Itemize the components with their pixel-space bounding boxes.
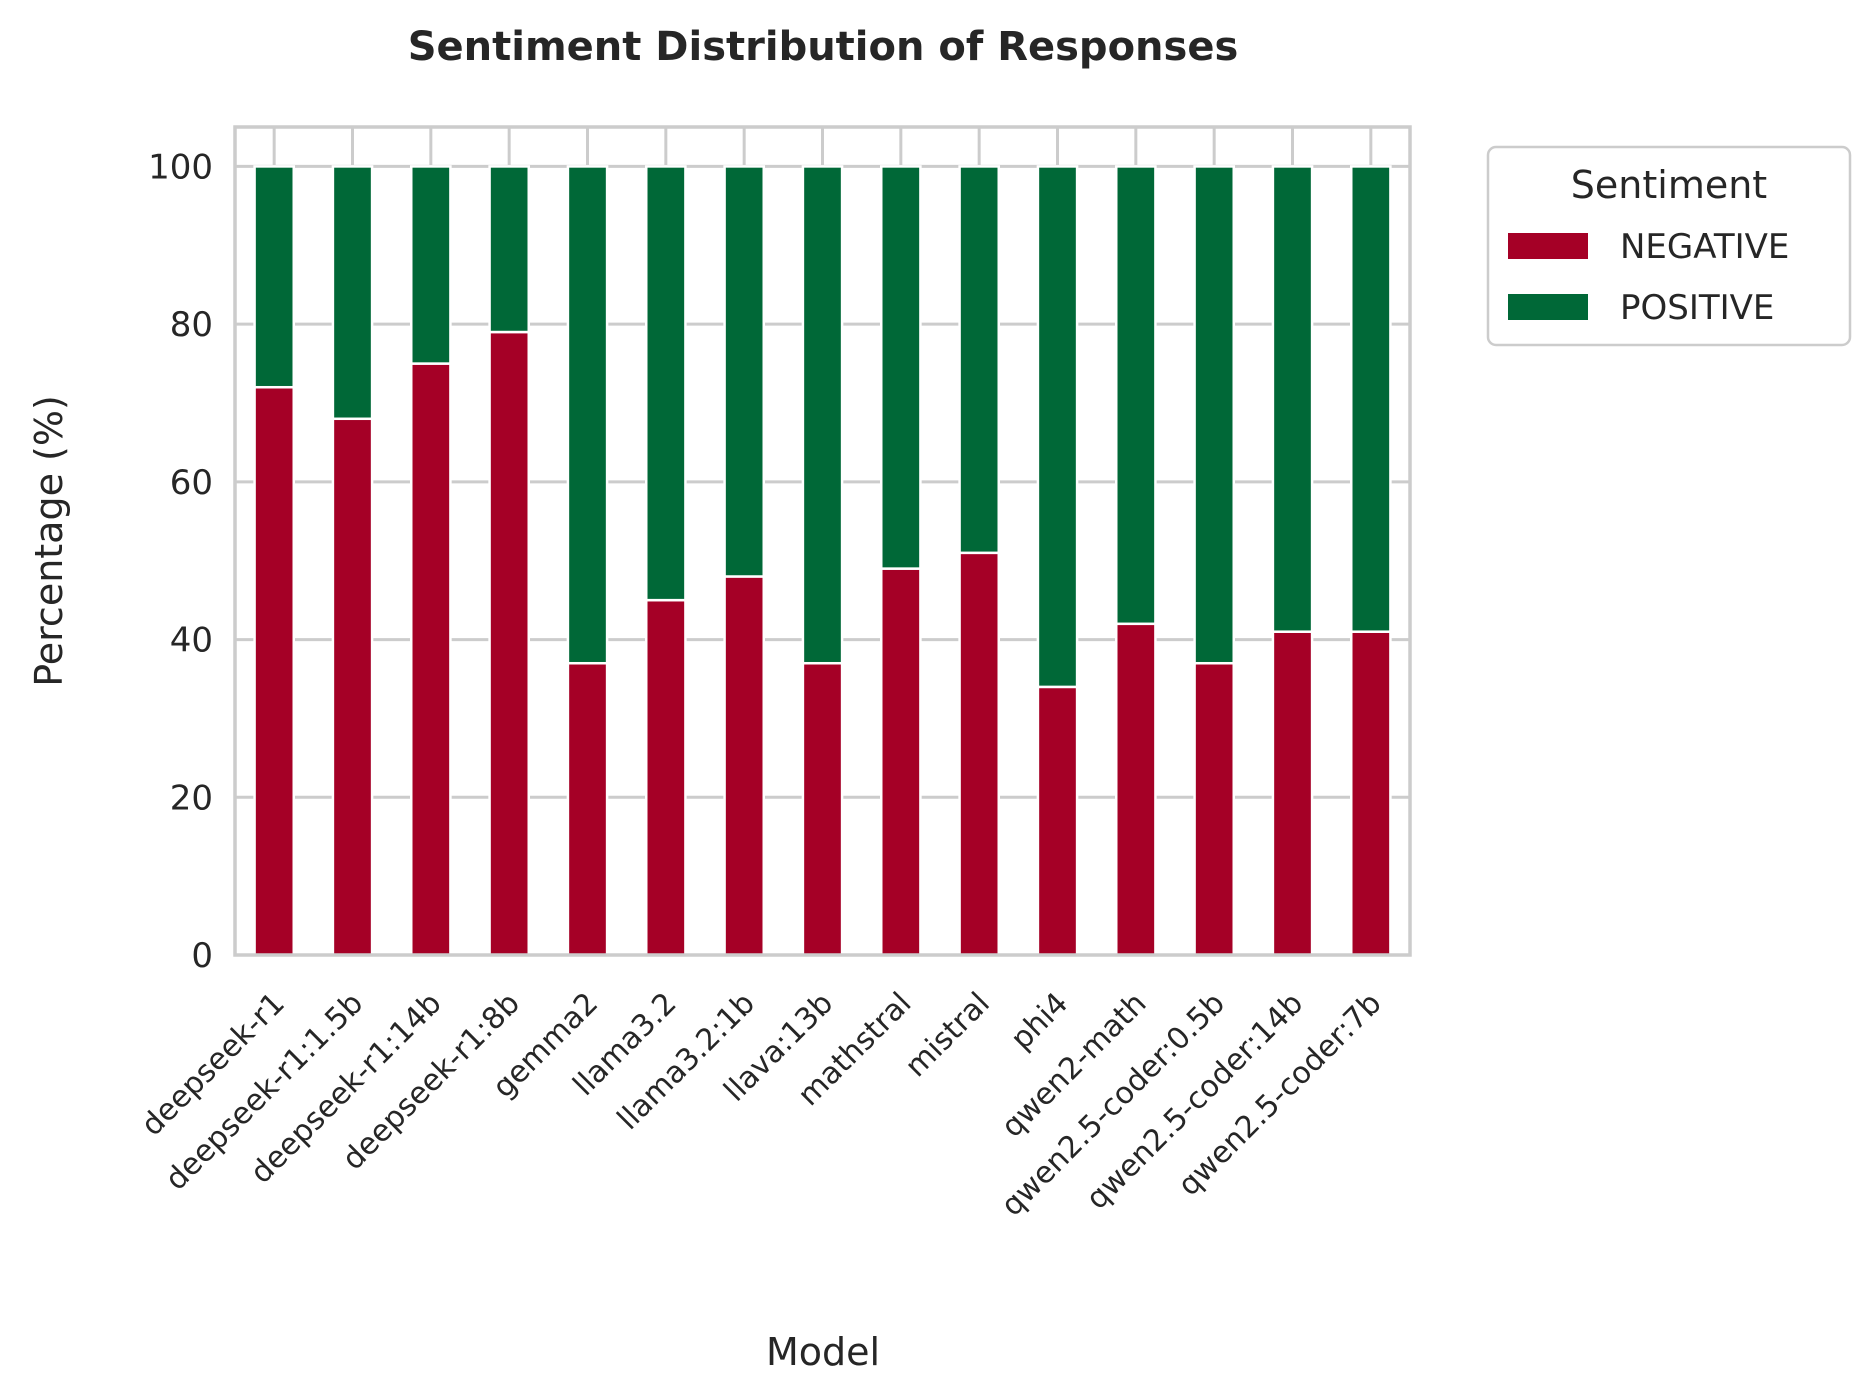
y-tick-label: 20	[170, 778, 213, 818]
bar-stacks	[253, 165, 1392, 957]
bar-negative-deepseek-r1-1-5b	[331, 417, 374, 957]
bar-negative-llava-13b	[801, 661, 844, 957]
bar-positive-qwen2-5-coder-0-5b	[1193, 165, 1236, 665]
bar-negative-llama3-2	[645, 598, 687, 957]
bar-negative-deepseek-r1-14b	[410, 362, 452, 957]
bar-negative-qwen2-math	[1115, 622, 1157, 957]
legend-swatch-negative	[1508, 233, 1588, 259]
bar-positive-phi4	[1036, 165, 1079, 689]
y-tick-label: 100	[148, 147, 213, 187]
bar-negative-mistral	[958, 551, 1000, 957]
bar-positive-mathstral	[880, 165, 922, 570]
y-tick-label: 60	[170, 463, 213, 503]
bar-positive-qwen2-5-coder-14b	[1271, 165, 1314, 633]
bar-negative-qwen2-5-coder-7b	[1350, 630, 1392, 957]
legend: Sentiment NEGATIVE POSITIVE	[1486, 145, 1852, 347]
bar-positive-qwen2-5-coder-7b	[1350, 165, 1392, 633]
y-axis-ticks: 0 20 40 60 80 100	[148, 147, 213, 976]
bar-positive-llama3-2	[645, 165, 687, 602]
bar-positive-deepseek-r1-1-5b	[331, 165, 374, 421]
legend-label-positive: POSITIVE	[1620, 288, 1774, 328]
bar-negative-deepseek-r1-8b	[488, 330, 531, 957]
y-axis-label: Percentage (%)	[27, 395, 71, 687]
chart-title: Sentiment Distribution of Responses	[408, 24, 1239, 70]
legend-label-negative: NEGATIVE	[1620, 227, 1789, 267]
bar-positive-llava-13b	[801, 165, 844, 665]
bar-positive-deepseek-r1	[253, 165, 295, 389]
y-tick-label: 40	[170, 621, 213, 661]
bar-negative-gemma2	[566, 661, 609, 957]
bar-negative-phi4	[1036, 685, 1079, 957]
plot-frame	[233, 125, 1412, 957]
bar-positive-deepseek-r1-8b	[488, 165, 531, 334]
bar-negative-qwen2-5-coder-0-5b	[1193, 661, 1236, 957]
bar-positive-llama3-2-1b	[723, 165, 765, 578]
bar-positive-deepseek-r1-14b	[410, 165, 452, 365]
legend-swatch-positive	[1508, 294, 1588, 320]
bar-negative-mathstral	[880, 567, 922, 957]
legend-title: Sentiment	[1571, 163, 1767, 207]
bar-positive-mistral	[958, 165, 1000, 555]
bar-negative-qwen2-5-coder-14b	[1271, 630, 1314, 957]
bar-positive-gemma2	[566, 165, 609, 665]
y-tick-label: 80	[170, 305, 213, 345]
x-axis-label: Model	[766, 1330, 880, 1374]
bar-negative-llama3-2-1b	[723, 575, 765, 957]
y-tick-label: 0	[191, 936, 213, 976]
bar-negative-deepseek-r1	[253, 385, 295, 957]
bar-positive-qwen2-math	[1115, 165, 1157, 626]
